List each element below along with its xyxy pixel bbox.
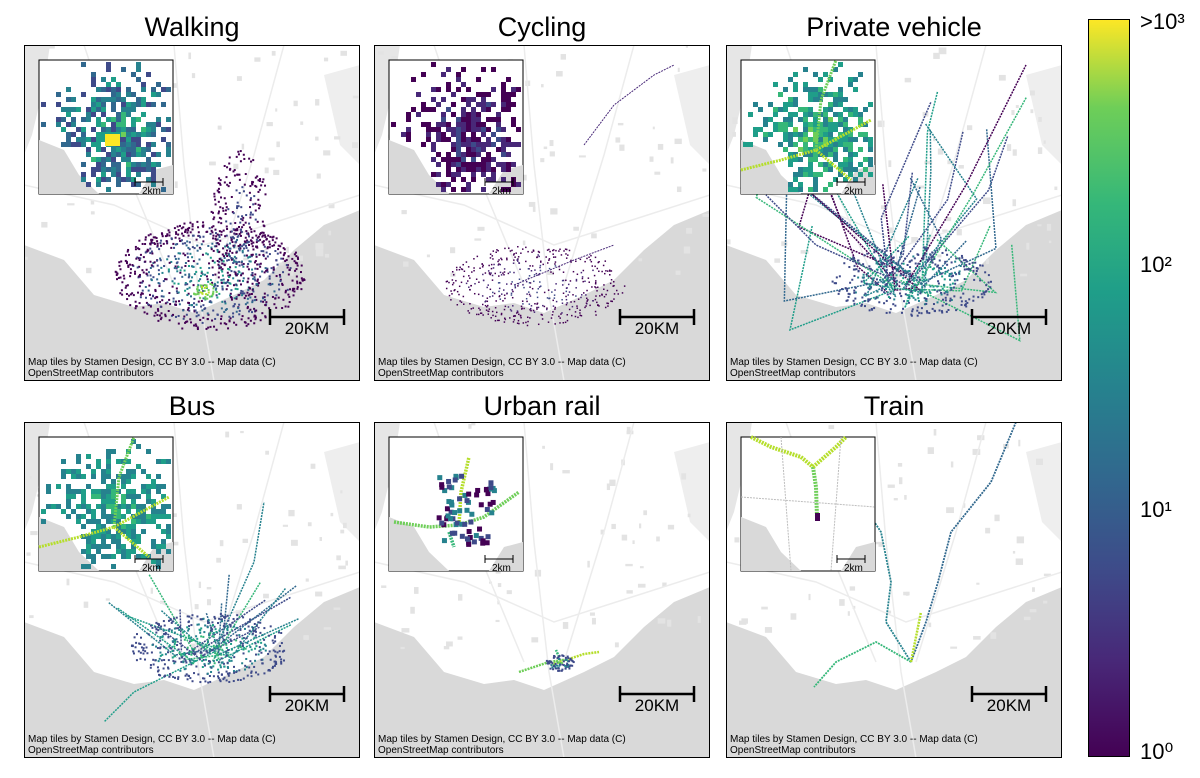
map-panel-walking: 2km 20KM Map tiles by Stamen Design, CC BY…: [24, 45, 360, 381]
inset-scale-label: 2km: [492, 186, 511, 197]
map-scale-label: 20KM: [634, 696, 680, 715]
map-panel-private-vehicle: 2km 20KM Map tiles by Stamen Design, CC BY…: [726, 45, 1062, 381]
colorbar-label-max: >10³: [1140, 9, 1185, 34]
inset-map: [388, 436, 524, 572]
inset-scale-label: 2km: [142, 186, 161, 197]
inset-map: [38, 59, 174, 195]
inset-map: [740, 59, 876, 195]
map-scale-label: 20KM: [986, 696, 1032, 715]
inset-scale-label: 2km: [492, 563, 511, 574]
panel-title-bus: Bus: [168, 391, 216, 421]
map-scale-bar: [268, 686, 346, 702]
map-attribution: Map tiles by Stamen Design, CC BY 3.0 --…: [378, 734, 626, 756]
inset-map: [388, 59, 524, 195]
map-attribution: Map tiles by Stamen Design, CC BY 3.0 --…: [730, 734, 978, 756]
map-base: [726, 45, 1062, 381]
map-scale-label: 20KM: [986, 319, 1032, 338]
map-base: [24, 45, 360, 381]
map-base: [726, 422, 1062, 758]
map-scale-bar: [618, 309, 696, 325]
map-scale-bar: [970, 309, 1048, 325]
map-panel-urban-rail: 2km 20KM Map tiles by Stamen Design, CC BY…: [374, 422, 710, 758]
panel-title-cycling: Cycling: [497, 12, 587, 42]
panel-title-urban-rail: Urban rail: [483, 391, 601, 421]
map-base: [24, 422, 360, 758]
colorbar-label-100: 10²: [1140, 252, 1172, 277]
map-base: [374, 422, 710, 758]
map-panel-train: 2km 20KM Map tiles by Stamen Design, CC BY…: [726, 422, 1062, 758]
map-scale-label: 20KM: [284, 696, 330, 715]
map-attribution: Map tiles by Stamen Design, CC BY 3.0 --…: [730, 357, 978, 379]
map-scale-bar: [618, 686, 696, 702]
colorbar-label-1: 10⁰: [1140, 739, 1174, 764]
map-scale-bar: [268, 309, 346, 325]
map-panel-cycling: 2km 20KM Map tiles by Stamen Design, CC BY…: [374, 45, 710, 381]
map-scale-bar: [970, 686, 1048, 702]
map-attribution: Map tiles by Stamen Design, CC BY 3.0 --…: [28, 734, 276, 756]
panel-title-walking: Walking: [144, 12, 240, 42]
inset-scale-label: 2km: [142, 563, 161, 574]
map-attribution: Map tiles by Stamen Design, CC BY 3.0 --…: [28, 357, 276, 379]
panel-title-private-vehicle: Private vehicle: [806, 12, 982, 42]
colorbar: [1088, 19, 1130, 757]
panel-title-train: Train: [863, 391, 925, 421]
colorbar-label-10: 10¹: [1140, 497, 1172, 522]
inset-map: [740, 435, 876, 572]
inset-scale-label: 2km: [844, 186, 863, 197]
map-panel-bus: 2km 20KM Map tiles by Stamen Design, CC BY…: [24, 422, 360, 758]
map-scale-label: 20KM: [284, 319, 330, 338]
map-scale-label: 20KM: [634, 319, 680, 338]
inset-map: [38, 436, 174, 572]
inset-scale-label: 2km: [844, 563, 863, 574]
map-attribution: Map tiles by Stamen Design, CC BY 3.0 --…: [378, 357, 626, 379]
map-base: [374, 45, 710, 381]
